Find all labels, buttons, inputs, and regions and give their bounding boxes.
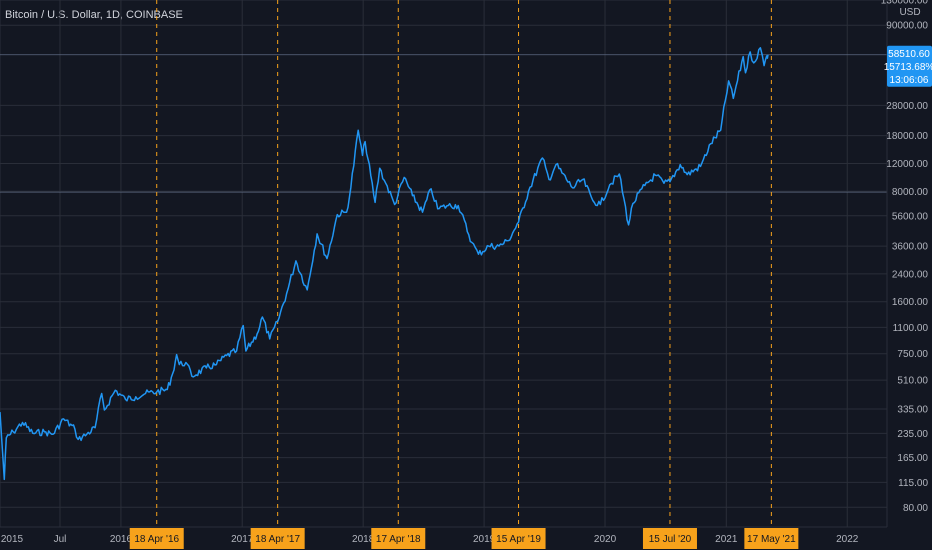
time-axis-background: [0, 527, 932, 550]
price-axis[interactable]: USD 130000.00 90000.00 28000.00 18000.00 120…: [881, 0, 932, 527]
grid-lines: [0, 0, 887, 527]
marker-date-badge: [642, 528, 697, 549]
x-tick-label: 2021: [715, 534, 738, 545]
y-tick-label: 235.00: [897, 429, 928, 440]
time-axis[interactable]: 2015 Jul 2016 2017 2018 2019 2020 2021 2022 18 Ap…: [0, 526, 932, 550]
y-tick-label: 18000.00: [886, 131, 928, 142]
series-group: [0, 47, 769, 481]
marker-date-label: 17 Apr '18: [376, 534, 421, 545]
x-tick-label: 2018: [352, 534, 375, 545]
y-tick-label: 1600.00: [892, 297, 929, 308]
x-tick-label: 2019: [473, 534, 496, 545]
y-tick-label: 90000.00: [886, 21, 928, 32]
x-tick-label: Jul: [54, 534, 67, 545]
horizontal-lines: [0, 54, 887, 193]
y-tick-label: 80.00: [903, 503, 928, 514]
x-tick-label: 2015: [1, 534, 24, 545]
marker-date-label: 15 Jul '20: [649, 534, 692, 545]
x-tick-label: 2022: [836, 534, 859, 545]
x-tick-label: 2016: [110, 534, 133, 545]
marker-date-badge: [250, 528, 305, 549]
price-axis-background: [887, 0, 932, 527]
y-tick-label: 165.00: [897, 453, 928, 464]
y-tick-label: 2400.00: [892, 269, 929, 280]
marker-date-label: 17 May '21: [747, 534, 796, 545]
y-tick-label: 3600.00: [892, 242, 929, 253]
y-tick-label: 130000.00: [881, 0, 929, 7]
btc-price-line: [0, 47, 769, 481]
last-price-label: 58510.60 15713.68% 13:06:06: [884, 45, 932, 87]
y-tick-label: 8000.00: [892, 187, 929, 198]
y-tick-label: 510.00: [897, 376, 928, 387]
marker-date-badge: [371, 528, 426, 549]
marker-date-badge: [129, 528, 184, 549]
y-tick-label: 115.00: [898, 478, 928, 489]
chart-title: Bitcoin / U.S. Dollar, 1D, COINBASE: [5, 9, 183, 21]
marker-date-label: 18 Apr '16: [134, 534, 179, 545]
y-tick-label: 28000.00: [886, 101, 928, 112]
last-price-badge: [887, 45, 932, 87]
currency-label: USD: [899, 7, 920, 18]
x-tick-label: 2020: [594, 534, 617, 545]
bar-countdown: 13:06:06: [890, 75, 929, 86]
y-tick-label: 335.00: [897, 405, 928, 416]
change-percent: 15713.68%: [884, 62, 932, 73]
marker-date-badge: [744, 528, 799, 549]
y-tick-label: 5600.00: [892, 211, 929, 222]
marker-date-badge: [491, 528, 546, 549]
y-tick-label: 750.00: [897, 349, 928, 360]
marker-lines: [156, 0, 772, 527]
marker-date-label: 15 Apr '19: [496, 534, 541, 545]
y-tick-label: 12000.00: [886, 159, 928, 170]
x-tick-label: 2017: [231, 534, 254, 545]
y-tick-label: 1100.00: [893, 323, 929, 334]
marker-date-label: 18 Apr '17: [255, 534, 300, 545]
last-price-value: 58510.60: [888, 49, 930, 60]
